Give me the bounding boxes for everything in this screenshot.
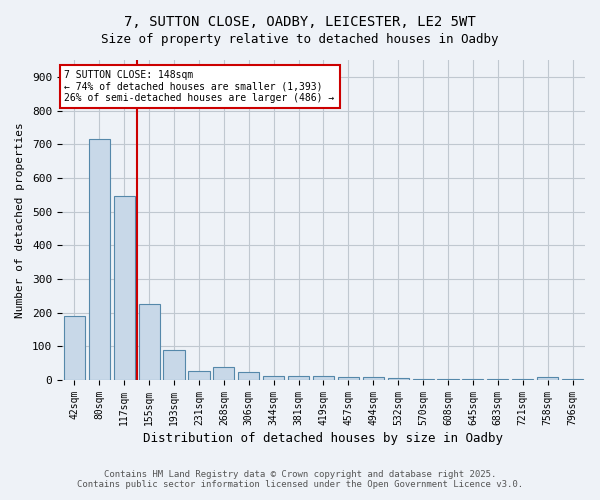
Bar (362, 378, 384, 380)
Bar (188, 370, 209, 380)
Text: Contains HM Land Registry data © Crown copyright and database right 2025.
Contai: Contains HM Land Registry data © Crown c… (77, 470, 523, 489)
Bar (238, 372, 259, 380)
Text: Size of property relative to detached houses in Oadby: Size of property relative to detached ho… (101, 32, 499, 46)
Bar (89, 139, 110, 380)
Bar (288, 376, 309, 380)
Bar (463, 379, 484, 380)
Bar (113, 196, 135, 380)
Bar (512, 379, 533, 380)
Text: 7 SUTTON CLOSE: 148sqm
← 74% of detached houses are smaller (1,393)
26% of semi-: 7 SUTTON CLOSE: 148sqm ← 74% of detached… (64, 70, 335, 103)
Bar (487, 379, 508, 380)
Bar (437, 379, 458, 380)
Text: 7, SUTTON CLOSE, OADBY, LEICESTER, LE2 5WT: 7, SUTTON CLOSE, OADBY, LEICESTER, LE2 5… (124, 15, 476, 29)
X-axis label: Distribution of detached houses by size in Oadby: Distribution of detached houses by size … (143, 432, 503, 445)
Bar (64, 316, 85, 380)
Bar (562, 379, 583, 380)
Bar (263, 376, 284, 380)
Bar (213, 366, 235, 380)
Bar (313, 376, 334, 380)
Bar (338, 378, 359, 380)
Bar (388, 378, 409, 380)
Bar (163, 350, 185, 380)
Y-axis label: Number of detached properties: Number of detached properties (15, 122, 25, 318)
Bar (139, 304, 160, 380)
Bar (413, 379, 434, 380)
Bar (537, 378, 558, 380)
